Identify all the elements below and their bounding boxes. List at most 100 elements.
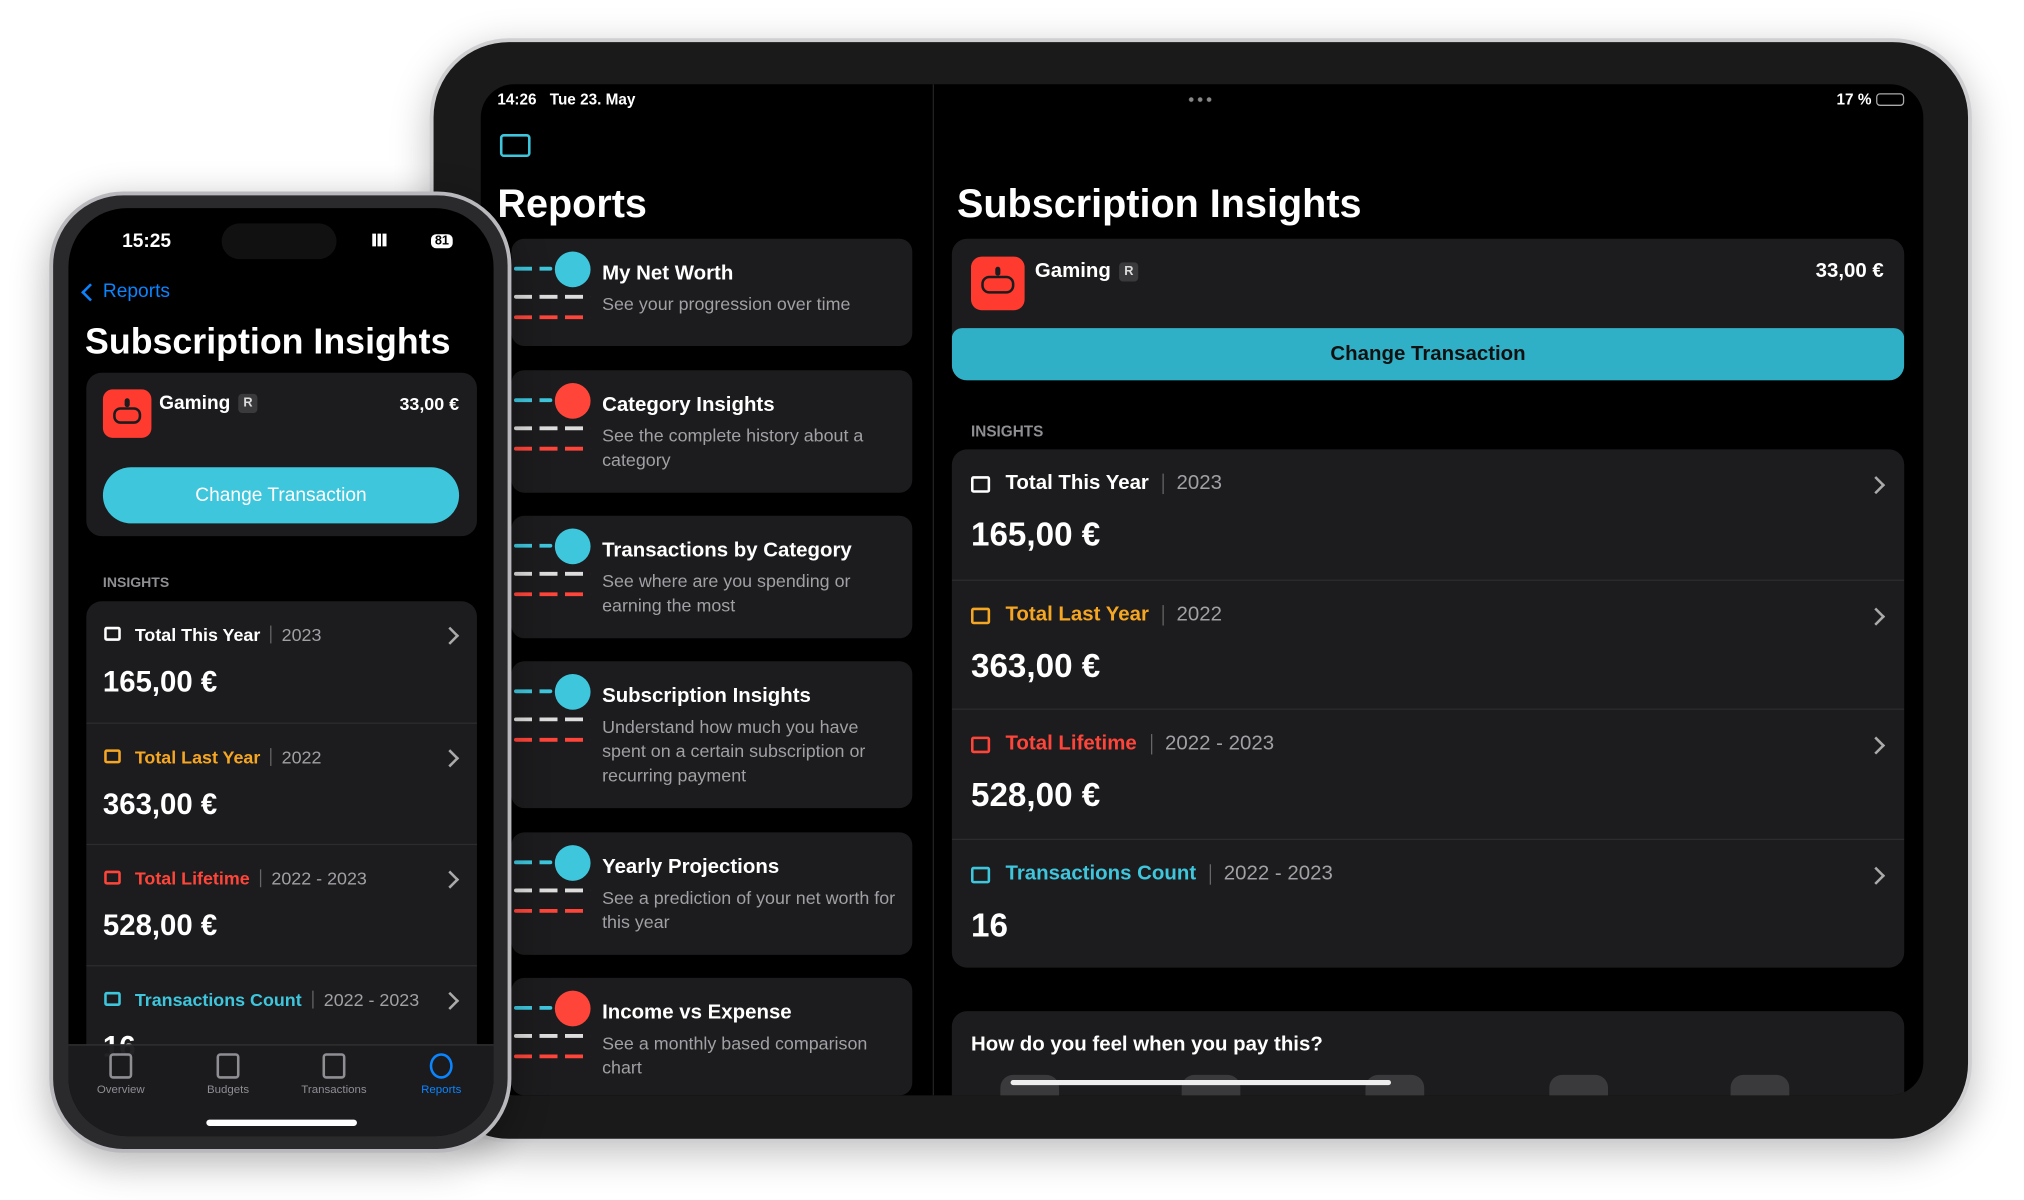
insight-period: 2022 - 2023 — [1165, 732, 1275, 755]
multitask-dots — [1186, 97, 1213, 103]
chevron — [441, 749, 460, 768]
report-card[interactable]: My Net Worth See your progression over ti… — [511, 238, 913, 346]
status-time: 15:25 — [122, 230, 172, 253]
subscription-name: Gaming — [159, 392, 231, 415]
insight-period: 2022 - 2023 — [1223, 862, 1333, 885]
report-card[interactable]: Yearly Projections See a prediction of yo… — [511, 832, 913, 955]
illustration-icon — [554, 251, 591, 288]
subscription-card: Gaming R 33,00 € Change Transaction — [86, 372, 477, 537]
status-battery: 81 — [431, 234, 453, 249]
emoji-button[interactable] — [1730, 1074, 1790, 1096]
subscription-amount: 33,00 € — [1815, 260, 1884, 283]
sidebar-toggle[interactable] — [499, 134, 531, 158]
gamepad-antenna — [124, 398, 130, 407]
divider — [932, 84, 934, 1096]
chevron — [1867, 866, 1886, 885]
chevron — [441, 870, 460, 889]
insight-icon — [104, 870, 121, 885]
tab-label[interactable]: Transactions — [301, 1082, 367, 1096]
insight-value: 528,00 € — [971, 775, 1101, 814]
report-title: Subscription Insights — [602, 685, 811, 708]
report-title: Yearly Projections — [602, 856, 780, 879]
insight-row[interactable]: Total Lifetime 2022 - 2023 528,00 € — [86, 843, 477, 965]
sidebar-title: Reports — [497, 181, 647, 226]
insight-icon — [971, 607, 991, 624]
report-card[interactable]: Income vs Expense See a monthly based com… — [511, 977, 913, 1096]
insight-label: Total Last Year — [134, 746, 261, 768]
insight-icon — [104, 749, 121, 764]
subscription-name: Gaming — [1034, 260, 1111, 283]
illustration-icon — [554, 990, 591, 1027]
report-card[interactable]: Transactions by Category See where are yo… — [511, 515, 913, 639]
illustration-icon — [554, 845, 591, 881]
gamepad-antenna — [995, 266, 1001, 276]
tab-label[interactable]: Reports — [421, 1082, 462, 1096]
insight-label: Total This Year — [1005, 472, 1149, 495]
report-card[interactable]: Category Insights See the complete histor… — [511, 370, 913, 493]
change-transaction-button[interactable]: Change Transaction — [102, 467, 460, 524]
back-chevron[interactable] — [81, 283, 100, 302]
detail-title: Subscription Insights — [956, 181, 1362, 226]
insight-value: 16 — [971, 905, 1008, 944]
insight-period: 2022 - 2023 — [323, 989, 420, 1010]
stage: 14:26 Tue 23. May 17 % Reports My Net Worth S… — [11, 0, 2013, 1200]
tab-label[interactable]: Budgets — [206, 1082, 250, 1096]
report-card[interactable]: Subscription Insights Understand how much… — [511, 661, 913, 809]
illustration-line — [513, 737, 591, 742]
insight-value: 363,00 € — [102, 787, 218, 821]
insight-row[interactable]: Total Last Year 2022 363,00 € — [86, 722, 477, 844]
status-date: Tue 23. May — [549, 90, 636, 109]
insight-icon — [971, 476, 991, 493]
tab-label[interactable]: Overview — [96, 1082, 145, 1096]
report-description: See a monthly based comparison chart — [602, 1032, 868, 1078]
iphone-screen: 15:25 81 Reports Subscription Insights Gamin… — [68, 208, 494, 1137]
emoji-button[interactable] — [1365, 1074, 1425, 1096]
insight-row[interactable]: Total This Year 2023 165,00 € — [86, 601, 477, 722]
dynamic-island — [221, 223, 337, 260]
report-description: See where are you spending or earning th… — [602, 570, 851, 616]
screen-title: Subscription Insights — [85, 321, 451, 362]
subscription-amount: 33,00 € — [399, 393, 460, 414]
report-title: Category Insights — [602, 394, 775, 417]
illustration-line — [513, 689, 553, 694]
tab-icon[interactable] — [216, 1053, 240, 1079]
section-header: INSIGHTS — [102, 575, 170, 592]
illustration-icon — [554, 382, 591, 419]
insight-icon — [104, 991, 121, 1006]
illustration-line — [513, 571, 591, 576]
period-separator — [1162, 604, 1164, 625]
insight-icon — [104, 626, 121, 641]
insight-value: 165,00 € — [971, 515, 1101, 554]
period-separator — [1151, 734, 1153, 755]
gamepad-glyph — [112, 406, 142, 424]
button-label: Change Transaction — [195, 484, 367, 507]
illustration-line — [513, 294, 591, 299]
chevron — [1867, 736, 1886, 755]
insight-period: 2023 — [281, 624, 322, 645]
insight-row[interactable]: Total This Year 2023 165,00 € — [952, 449, 1904, 579]
chevron — [441, 626, 460, 645]
insight-row[interactable]: Total Last Year 2022 363,00 € — [951, 578, 1905, 709]
back-button[interactable]: Reports — [102, 280, 170, 302]
chevron — [1867, 476, 1886, 495]
insights-card: Total This Year 2023 165,00 € Total Last Ye… — [951, 449, 1905, 968]
insight-label: Transactions Count — [1005, 862, 1197, 885]
gaming-icon — [102, 389, 152, 438]
illustration-line — [513, 908, 591, 913]
insight-row[interactable]: Total Lifetime 2022 - 2023 528,00 € — [951, 708, 1905, 839]
insight-period: 2023 — [1176, 472, 1222, 495]
insight-row[interactable]: Transactions Count 2022 - 2023 16 — [951, 838, 1905, 968]
gamepad-glyph — [981, 275, 1014, 295]
insight-label: Total This Year — [134, 624, 261, 645]
illustration-line — [513, 888, 591, 893]
emoji-button[interactable] — [1549, 1074, 1609, 1096]
change-transaction-button[interactable]: Change Transaction — [951, 328, 1905, 381]
feeling-question: How do you feel when you pay this? — [971, 1034, 1323, 1056]
chevron — [441, 991, 460, 1010]
gaming-icon — [971, 256, 1025, 311]
tab-icon[interactable] — [322, 1053, 346, 1079]
illustration-line — [513, 426, 591, 431]
tab-icon[interactable] — [429, 1053, 453, 1079]
tab-icon[interactable] — [109, 1053, 133, 1079]
status-time: 14:26 — [497, 90, 537, 109]
